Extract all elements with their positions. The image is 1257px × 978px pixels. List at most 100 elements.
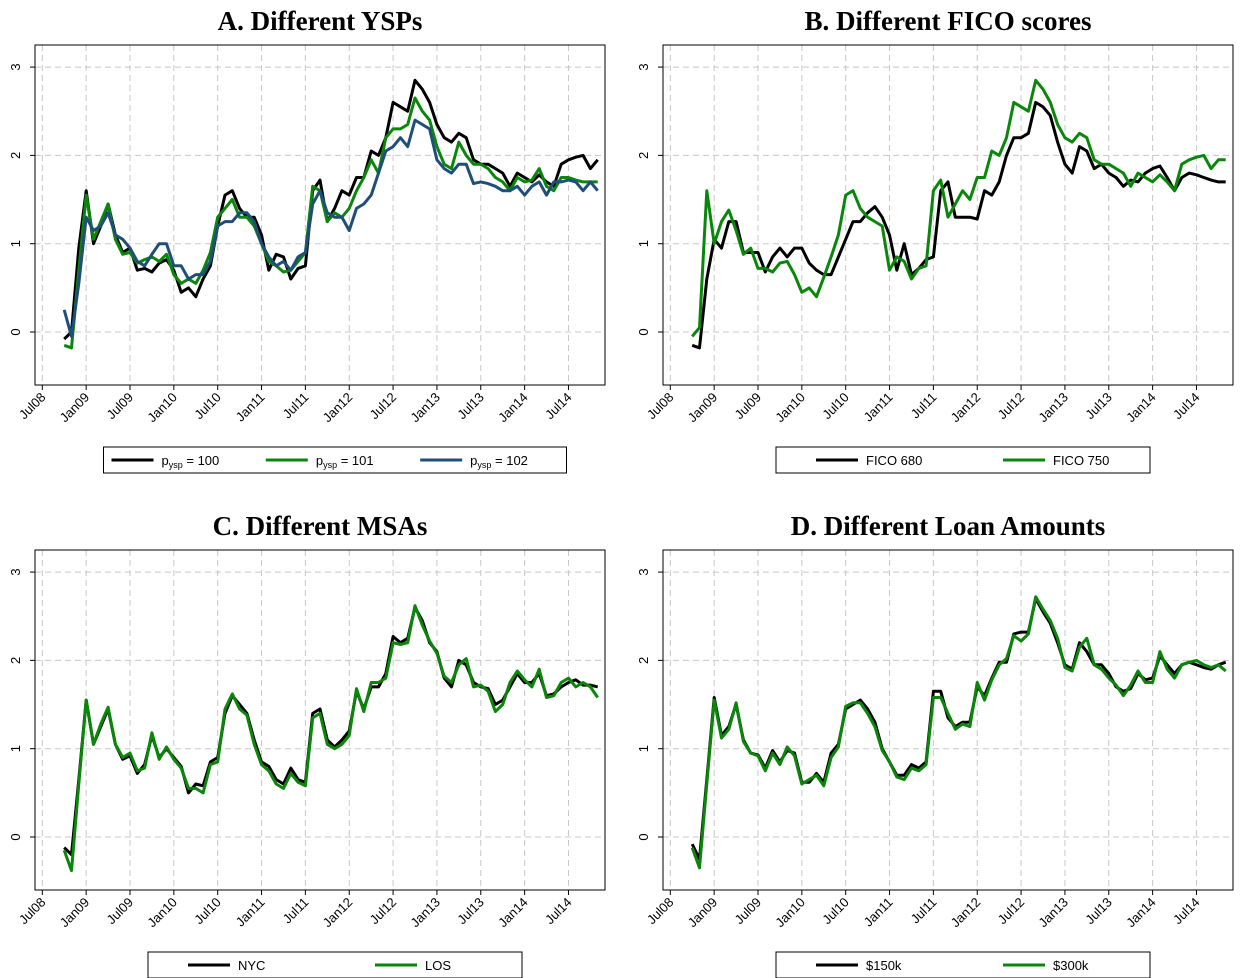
- series-line: [63, 78, 599, 341]
- legend-label-rest: = 100: [183, 453, 220, 468]
- y-tick-label: 2: [636, 657, 651, 664]
- x-tick-label: Jan10: [144, 895, 180, 931]
- plot-frame: [662, 549, 1234, 891]
- x-tick-label: Jan14: [1123, 390, 1159, 426]
- x-tick-label: Jan13: [1035, 895, 1071, 931]
- x-tick-label: Jul13: [454, 390, 487, 423]
- chart-panel: B. Different FICO scores 0 1 2 3 Jul08 Jan09 Ju…: [636, 6, 1234, 474]
- y-tick-label: 1: [636, 745, 651, 752]
- x-tick-label: Jul13: [1082, 895, 1115, 928]
- legend-label: NYC: [238, 958, 265, 973]
- legend-label: pysp = 101: [316, 453, 374, 470]
- x-tick-label: Jul12: [995, 390, 1028, 423]
- legend-box: [103, 446, 567, 474]
- x-tick-label: Jan14: [1123, 895, 1159, 931]
- legend-label-base: p: [470, 453, 477, 468]
- chart-title: D. Different Loan Amounts: [791, 511, 1106, 541]
- x-tick-label: Jan12: [320, 895, 356, 931]
- x-tick-label: Jul09: [732, 895, 765, 928]
- y-tick-label: 1: [8, 240, 23, 247]
- y-tick-label: 1: [636, 240, 651, 247]
- x-tick-label: Jul11: [280, 390, 312, 422]
- x-tick-label: Jul08: [16, 390, 49, 423]
- legend-label-base: p: [162, 453, 169, 468]
- x-tick-label: Jan13: [407, 390, 443, 426]
- x-tick-label: Jul10: [819, 390, 852, 423]
- legend-label: $300k: [1053, 958, 1089, 973]
- x-tick-label: Jul09: [732, 390, 765, 423]
- legend-label: $150k: [866, 958, 902, 973]
- x-tick-label: Jan13: [1035, 390, 1071, 426]
- legend-label: FICO 750: [1053, 453, 1109, 468]
- legend-label-sub: ysp: [323, 460, 337, 470]
- x-tick-label: Jan11: [233, 390, 268, 425]
- series-line: [691, 78, 1226, 338]
- x-tick-label: Jul08: [16, 895, 49, 928]
- y-tick-label: 3: [8, 63, 23, 70]
- x-tick-label: Jan14: [495, 390, 531, 426]
- x-tick-label: Jul12: [367, 390, 400, 423]
- x-tick-label: Jul14: [1170, 895, 1203, 928]
- x-tick-label: Jan11: [861, 895, 896, 930]
- x-tick-label: Jan10: [772, 895, 808, 931]
- legend-label-rest: = 101: [337, 453, 374, 468]
- x-tick-label: Jul14: [1170, 390, 1203, 423]
- series-line: [690, 595, 1227, 870]
- x-tick-label: Jan11: [861, 390, 896, 425]
- plot-frame: [34, 549, 606, 891]
- x-tick-label: Jan12: [320, 390, 356, 426]
- chart-title: A. Different YSPs: [218, 6, 423, 36]
- x-tick-label: Jul14: [542, 390, 575, 423]
- y-tick-label: 1: [8, 745, 23, 752]
- x-tick-label: Jan11: [233, 895, 268, 930]
- x-tick-label: Jul10: [191, 390, 224, 423]
- chart-panel: D. Different Loan Amounts 0 1 2 3 Jul08 Jan09 J…: [636, 511, 1234, 978]
- x-tick-label: Jan12: [948, 390, 984, 426]
- y-tick-label: 2: [636, 152, 651, 159]
- legend-label-base: p: [316, 453, 323, 468]
- legend-label-sub: ysp: [477, 460, 491, 470]
- x-tick-label: Jan09: [685, 895, 721, 931]
- x-tick-label: Jan10: [772, 390, 808, 426]
- y-tick-label: 2: [8, 152, 23, 159]
- legend-label: pysp = 100: [162, 453, 220, 470]
- y-tick-label: 3: [636, 568, 651, 575]
- y-tick-label: 3: [636, 63, 651, 70]
- x-tick-label: Jan10: [144, 390, 180, 426]
- series-line: [691, 100, 1226, 350]
- legend-label: LOS: [425, 958, 451, 973]
- series-line: [62, 604, 599, 873]
- x-tick-label: Jan12: [948, 895, 984, 931]
- x-tick-label: Jul10: [191, 895, 224, 928]
- x-tick-label: Jul14: [542, 895, 575, 928]
- series-line: [63, 96, 598, 350]
- legend-label: FICO 680: [866, 453, 922, 468]
- x-tick-label: Jul13: [1082, 390, 1115, 423]
- y-tick-label: 0: [8, 833, 23, 840]
- x-tick-label: Jan09: [57, 895, 93, 931]
- series-line: [62, 118, 599, 338]
- x-tick-label: Jul11: [908, 390, 940, 422]
- plot-frame: [662, 44, 1234, 386]
- x-tick-label: Jul13: [454, 895, 487, 928]
- x-tick-label: Jul11: [280, 895, 312, 927]
- y-tick-label: 0: [8, 328, 23, 335]
- x-tick-label: Jul11: [908, 895, 940, 927]
- x-tick-label: Jul09: [104, 895, 137, 928]
- y-tick-label: 2: [8, 657, 23, 664]
- x-tick-label: Jul10: [819, 895, 852, 928]
- legend-label-sub: ysp: [169, 460, 183, 470]
- x-tick-label: Jul08: [644, 895, 677, 928]
- series-line: [690, 597, 1227, 861]
- x-tick-label: Jul12: [995, 895, 1028, 928]
- x-tick-label: Jan14: [495, 895, 531, 931]
- y-tick-label: 0: [636, 833, 651, 840]
- x-tick-label: Jul08: [644, 390, 677, 423]
- chart-title: B. Different FICO scores: [805, 6, 1092, 36]
- x-tick-label: Jan09: [57, 390, 93, 426]
- y-tick-label: 0: [636, 328, 651, 335]
- x-tick-label: Jul12: [367, 895, 400, 928]
